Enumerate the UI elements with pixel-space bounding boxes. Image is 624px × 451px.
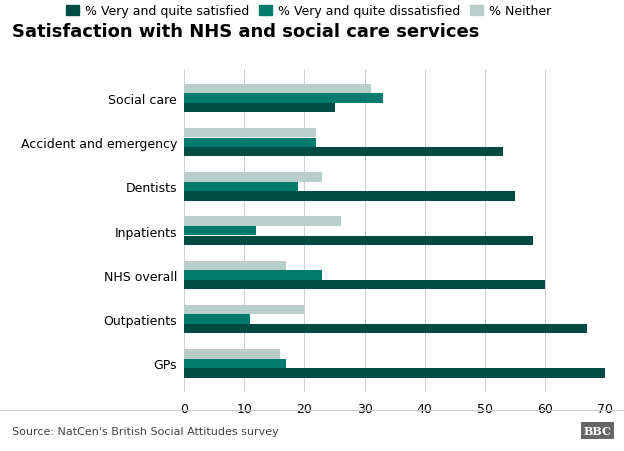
Bar (184, 217, 341, 226)
Legend: % Very and quite satisfied, % Very and quite dissatisfied, % Neither: % Very and quite satisfied, % Very and q… (66, 5, 551, 18)
Bar (184, 359, 286, 368)
Bar (184, 305, 305, 315)
Bar (184, 236, 533, 245)
Bar (184, 129, 316, 138)
Text: BBC: BBC (583, 425, 612, 436)
Bar (184, 104, 334, 113)
Bar (184, 280, 545, 290)
Bar (184, 350, 280, 359)
Text: Source: NatCen's British Social Attitudes survey: Source: NatCen's British Social Attitude… (12, 426, 279, 436)
Bar (184, 271, 323, 280)
Bar (184, 182, 298, 192)
Text: Satisfaction with NHS and social care services: Satisfaction with NHS and social care se… (12, 23, 480, 41)
Bar (184, 94, 383, 103)
Bar (184, 226, 256, 236)
Bar (184, 368, 605, 378)
Bar (184, 147, 503, 157)
Bar (184, 324, 587, 334)
Bar (184, 192, 515, 201)
Bar (184, 138, 316, 147)
Bar (184, 315, 250, 324)
Bar (184, 173, 323, 182)
Bar (184, 85, 371, 94)
Bar (184, 261, 286, 271)
